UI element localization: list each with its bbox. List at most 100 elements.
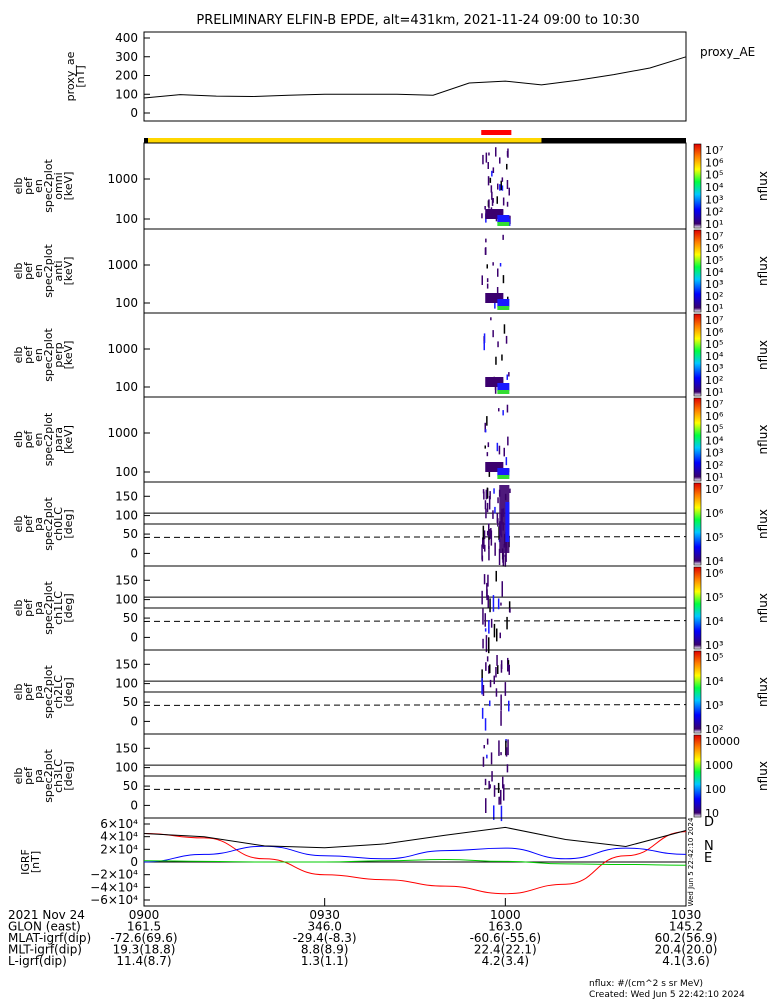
- footer-row-label: MLAT-igrf(dip): [8, 931, 91, 945]
- pef_pa_ch0-spec-pixel: [488, 546, 490, 561]
- pef_en_anti-spec-pixel: [486, 283, 489, 289]
- pef_pa_ch2-spec-pixel: [500, 710, 502, 726]
- pef_pa_ch3-90deg-line: [143, 788, 687, 790]
- pef_en_perp-spec-pixel: [483, 333, 486, 343]
- pef_en_para-spec-pixel: [488, 467, 491, 477]
- pef_pa_ch0-spec-pixel: [482, 489, 485, 494]
- footer-cell: 0900: [129, 908, 160, 922]
- pef_en_omni-spec-pixel: [492, 198, 494, 203]
- pef_pa_ch1-spec-pixel: [508, 601, 511, 612]
- pef_en_anti-spec-pixel: [499, 263, 502, 267]
- pef_pa_ch2-90deg-line: [143, 704, 687, 706]
- footer-table: 2021 Nov 24 0900 0930 1000 1030 GLON (east) 16…: [8, 908, 745, 1000]
- footer-cell: 22.4(22.1): [474, 943, 537, 957]
- units-note: nflux: #/(cm^2 s sr MeV): [589, 979, 703, 989]
- igrf-series-D: [143, 831, 687, 895]
- pef_pa_ch1-spec-pixel: [490, 618, 493, 628]
- pef_pa_ch0-ylabel-line: [deg]: [62, 509, 75, 538]
- proxy-ae-ylabel: proxy_ae[nT]: [64, 51, 87, 101]
- pef_en_para-colorbar-tick: 10⁵: [705, 422, 723, 435]
- pef_pa_ch1-spec-pixel: [499, 632, 501, 639]
- orbit-bar-start: [144, 138, 148, 143]
- pef_en_omni-ylabel-line: pef: [22, 176, 35, 195]
- pef_pa_ch0-colorbar-tick: 10⁵: [705, 531, 723, 544]
- pef_pa_ch3-spec-pixel: [491, 771, 493, 782]
- pef_en_omni-spec-pixel: [499, 184, 501, 191]
- pef_en_omni-ylabel-line: spec2plot: [42, 159, 55, 213]
- orbit-bar-black: [541, 138, 686, 143]
- pef_pa_ch2-spec-pixel: [482, 685, 485, 696]
- pef_en_anti-spec-pixel: [502, 275, 505, 284]
- pef_en_para-spec-pixel: [484, 422, 486, 433]
- pef_pa_ch1-spec-pixel: [482, 638, 484, 649]
- pef_en_omni-colorbar-tick: 10⁶: [705, 156, 724, 169]
- pef_en_omni-spec-pixel: [491, 170, 493, 177]
- pef_en_omni-spec-pixel: [506, 201, 509, 207]
- pef_pa_ch3-spec-pixel: [500, 805, 503, 822]
- pef_pa_ch1-tick-label: 0: [130, 630, 138, 644]
- footer-row-label: L-igrf(dip): [8, 954, 67, 968]
- pef_pa_ch1-spec-pixel: [487, 574, 489, 587]
- pef_pa_ch1-spec-pixel: [509, 607, 511, 613]
- orbit-bar-yellow: [148, 138, 542, 143]
- pef_pa_ch0-colorbar-tick: 10⁴: [705, 555, 724, 568]
- pef_pa_ch0-spec-pixel: [490, 530, 493, 546]
- pef_en_anti-colorbar-tick: 10¹: [705, 302, 723, 315]
- pef_pa_ch2-spec-pixel: [496, 655, 498, 666]
- pef_pa_ch3-spec-pixel: [489, 784, 491, 789]
- pef_en_anti-colorbar-tick: 10⁵: [705, 254, 723, 267]
- pef_pa_ch0-spec-pixel: [483, 491, 485, 500]
- pef_pa_ch3-spec-pixel: [482, 756, 485, 767]
- pef_en_perp-colorbar-tick: 10⁵: [705, 338, 723, 351]
- pef_pa_ch3-spec-pixel: [486, 754, 488, 759]
- pef_pa_ch0-colorbar-label: nflux: [756, 509, 770, 539]
- pef_pa_ch0-spec-pixel: [483, 536, 485, 549]
- pef_pa_ch1-ylabel-line: [deg]: [62, 593, 75, 622]
- pef_en_omni-spec-pixel: [506, 180, 509, 189]
- pef_pa_ch0-spec-pixel: [489, 491, 491, 500]
- pef_pa_ch2-ylabel-line: elb: [12, 684, 25, 701]
- pef_pa_ch0-spec-pixel: [502, 552, 505, 557]
- pef_en_anti-ylabel-line: spec2plot: [42, 244, 55, 298]
- pef_pa_ch0-colorbar-tick: 10⁶: [705, 507, 724, 520]
- pef_en_omni-ylabel-line: [keV]: [62, 172, 75, 201]
- pef_pa_ch1-tick-label: 150: [115, 573, 138, 587]
- pef_pa_ch2-spec-pixel: [507, 657, 509, 672]
- pef_en_anti-colorbar-tick: 10⁴: [705, 266, 724, 279]
- pef_en_omni-spec-pixel: [501, 177, 504, 182]
- proxy-ae-tick-label: 100: [115, 87, 138, 101]
- pef_en_perp-ylabel-line: elb: [12, 347, 25, 364]
- pef_en_anti-spec-pixel: [494, 302, 496, 309]
- pef_en_para-colorbar-label: nflux: [756, 425, 770, 455]
- pef_en_perp-spec-pixel: [483, 341, 485, 351]
- footer-cell: -72.6(69.6): [110, 931, 177, 945]
- pef_pa_ch3-spec-pixel: [497, 782, 500, 793]
- pef_pa_ch1-spec-pixel: [501, 581, 503, 597]
- pef_pa_ch0-ylabel-line: spec2plot: [42, 497, 55, 551]
- igrf-tick-label: 2×10⁴: [100, 842, 138, 856]
- pef_en_anti-spec-pixel: [497, 268, 499, 277]
- pef_pa_ch1-ylabel-line: pa: [32, 601, 45, 615]
- pef_en_perp-spec-pixel: [494, 384, 497, 394]
- pef_pa_ch2-spec-pixel: [508, 664, 510, 675]
- pef_en_omni-spec-block-blue: [497, 215, 510, 223]
- proxy-ae-ylabel-line: proxy_ae: [64, 51, 77, 101]
- pef_en_omni-colorbar: [693, 143, 702, 229]
- panels-layer: 4003002001000proxy_ae[nT]proxy_AE1000100…: [12, 31, 770, 907]
- pef_pa_ch0-spec-pixel: [488, 523, 490, 538]
- footer-cell: 145.2: [669, 920, 703, 934]
- pef_en_omni-spec-pixel: [489, 177, 492, 183]
- pef_pa_ch2-ylabel-line: [deg]: [62, 677, 75, 706]
- pef_en_perp-colorbar-label: nflux: [756, 340, 770, 370]
- pef_en_perp-spec-pixel: [497, 341, 499, 348]
- igrf-component-label-D: D: [704, 815, 714, 830]
- pef_pa_ch3-colorbar-tick: 1000: [705, 759, 733, 772]
- pef_pa_ch1-tick-label: 100: [115, 593, 138, 607]
- igrf-ylabel: IGRF[nT]: [19, 849, 42, 875]
- pef_pa_ch2-spec-pixel: [500, 664, 503, 673]
- pef_en_anti-ylabel-line: elb: [12, 263, 25, 280]
- pef_en_perp-spec-block: [485, 377, 504, 387]
- footer-cell: 346.0: [307, 920, 341, 934]
- pef_en_omni-spec-pixel: [506, 163, 508, 170]
